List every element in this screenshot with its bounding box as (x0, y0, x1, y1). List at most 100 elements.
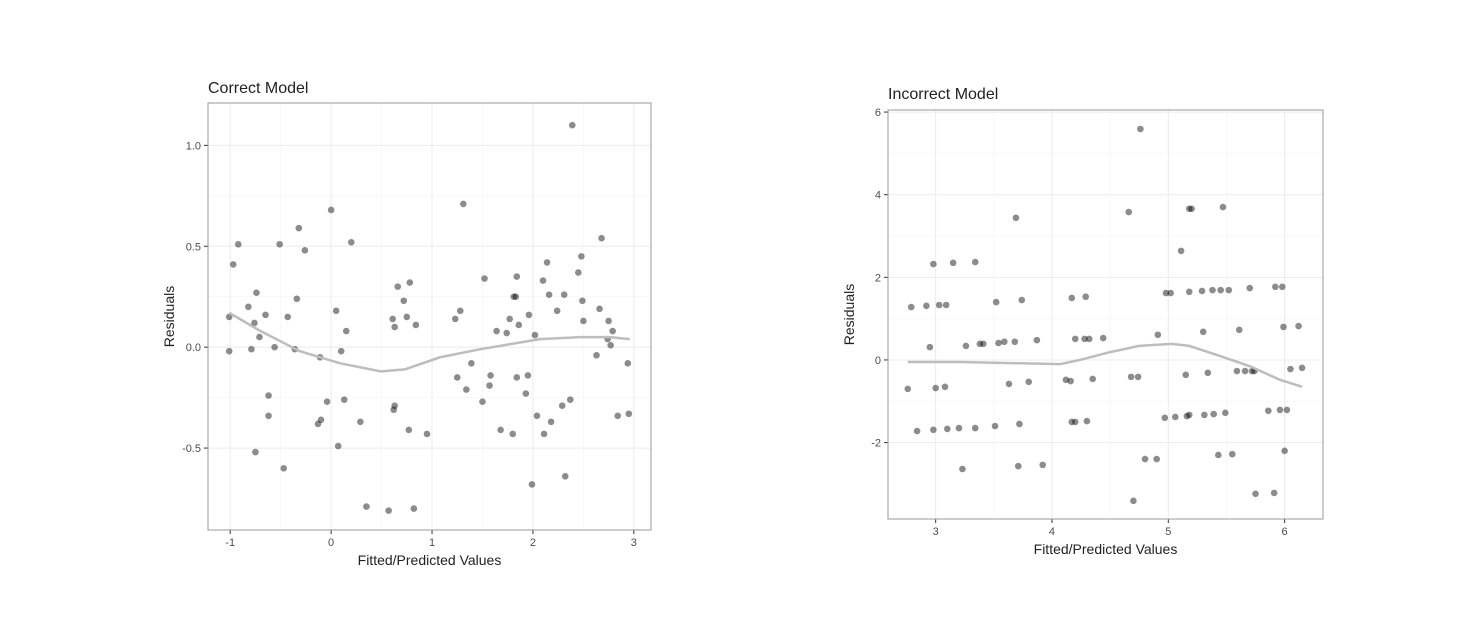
point (1001, 338, 1008, 346)
point (1201, 411, 1208, 419)
point (1182, 371, 1190, 379)
point (524, 372, 532, 379)
point (625, 410, 633, 418)
point (932, 384, 939, 392)
point (1025, 378, 1033, 386)
smooth-line (907, 342, 1303, 388)
point (1241, 367, 1249, 375)
plot-background (888, 110, 1323, 519)
point (497, 426, 504, 434)
point (1167, 289, 1174, 297)
point (991, 422, 999, 430)
point (926, 343, 934, 351)
point (1005, 380, 1013, 388)
chart-title: Correct Model (208, 80, 308, 97)
x-tick-label: 6 (1282, 526, 1288, 538)
point (1071, 418, 1079, 426)
point (363, 503, 370, 510)
point (543, 259, 551, 266)
point (1018, 296, 1026, 304)
point (1016, 420, 1023, 428)
x-axis-label: Fitted/Predicted Values (358, 552, 502, 568)
point (575, 269, 582, 276)
point (1183, 412, 1191, 420)
point (528, 481, 536, 488)
point (1209, 286, 1216, 294)
point (295, 224, 303, 232)
x-tick-label: -1 (225, 537, 235, 549)
point (1068, 294, 1076, 302)
point (1281, 447, 1288, 455)
point (451, 315, 459, 323)
point (506, 315, 514, 323)
y-tick-label: -0.5 (182, 443, 201, 455)
point (1171, 413, 1179, 421)
point (1068, 418, 1076, 426)
x-tick-label: 0 (328, 537, 334, 549)
plot-border (887, 109, 1324, 520)
point (347, 238, 355, 246)
point (229, 261, 237, 268)
point (456, 307, 464, 315)
point (593, 351, 600, 359)
point (284, 313, 292, 321)
point (468, 360, 475, 367)
point (394, 283, 402, 290)
point (1199, 328, 1207, 336)
point (271, 343, 278, 351)
y-axis-label: Residuals (161, 286, 177, 347)
x-tick-label: 3 (631, 537, 637, 549)
point (598, 234, 605, 242)
point (481, 275, 488, 282)
point (579, 297, 586, 305)
point (1011, 338, 1019, 346)
point (234, 240, 242, 248)
x-tick-label: 5 (1165, 526, 1171, 538)
point (301, 247, 309, 254)
point (1185, 288, 1193, 296)
point (935, 301, 943, 309)
point (340, 396, 348, 403)
point (463, 386, 470, 393)
point (568, 121, 576, 129)
point (992, 298, 1000, 306)
point (561, 473, 569, 480)
point (1125, 208, 1133, 216)
y-tick-label: 6 (875, 107, 881, 119)
point (930, 260, 937, 268)
point (1130, 497, 1137, 505)
point (1083, 417, 1091, 425)
point (265, 412, 272, 420)
point (510, 293, 518, 301)
point (614, 412, 621, 420)
point (342, 327, 350, 335)
point (605, 317, 612, 325)
point (245, 303, 252, 311)
point (1248, 367, 1256, 375)
point (540, 430, 548, 438)
point (1228, 450, 1236, 458)
point (479, 398, 486, 405)
point (624, 360, 632, 367)
point (314, 420, 322, 428)
point (1280, 323, 1287, 331)
point (1235, 326, 1243, 334)
point (1162, 289, 1170, 297)
point (225, 347, 233, 355)
point (1127, 373, 1135, 381)
point (1089, 375, 1097, 383)
point (391, 402, 398, 409)
point (545, 291, 553, 299)
point (1177, 247, 1185, 255)
point (1012, 214, 1020, 222)
point (389, 315, 396, 323)
point (525, 311, 533, 319)
point (357, 418, 364, 426)
point (385, 507, 392, 514)
point (1265, 407, 1272, 415)
point (1233, 367, 1241, 375)
smooth-line (228, 311, 630, 373)
plot-border (207, 102, 652, 531)
point (1141, 455, 1149, 463)
point (253, 289, 260, 296)
